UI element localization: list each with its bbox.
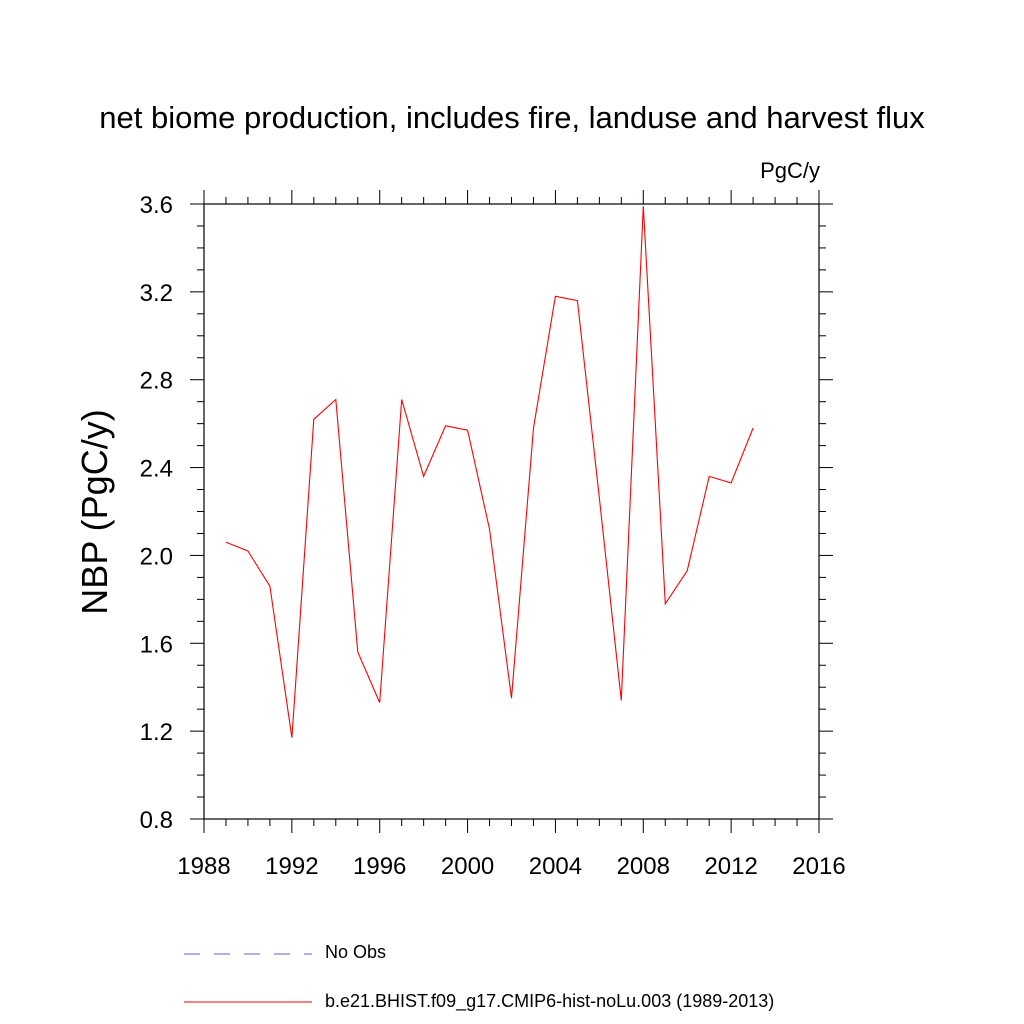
y-tick-label: 2.4 xyxy=(140,456,173,483)
y-tick-label: 0.8 xyxy=(140,807,173,834)
y-tick-label: 2.8 xyxy=(140,368,173,395)
y-tick-label: 1.6 xyxy=(140,631,173,658)
axis-ticks xyxy=(190,190,833,833)
y-tick-label: 3.2 xyxy=(140,280,173,307)
y-tick-label: 2.0 xyxy=(140,543,173,570)
legend-markers xyxy=(184,953,312,1003)
x-tick-label: 1992 xyxy=(265,853,318,880)
x-tick-label: 2012 xyxy=(704,853,757,880)
y-tick-label: 3.6 xyxy=(140,192,173,219)
x-tick-label: 2000 xyxy=(441,853,494,880)
series-line xyxy=(225,206,754,738)
x-tick-label: 2016 xyxy=(792,853,845,880)
legend-label-model-run: b.e21.BHIST.f09_g17.CMIP6-hist-noLu.003 … xyxy=(325,991,775,1011)
x-tick-label: 1996 xyxy=(353,853,406,880)
chart-title: net biome production, includes fire, lan… xyxy=(99,100,925,135)
series-lines xyxy=(225,206,754,738)
y-tick-labels: 0.8 1.2 1.6 2.0 2.4 2.8 3.2 3.6 xyxy=(140,192,173,834)
x-tick-labels: 1988 1992 1996 2000 2004 2008 2012 2016 xyxy=(177,853,845,880)
x-tick-label: 2008 xyxy=(617,853,670,880)
plot-frame xyxy=(203,203,820,820)
x-tick-label: 2004 xyxy=(529,853,582,880)
units-label: PgC/y xyxy=(760,158,820,183)
y-tick-label: 1.2 xyxy=(140,719,173,746)
legend-label-no-obs: No Obs xyxy=(325,942,387,962)
x-tick-label: 1988 xyxy=(177,853,230,880)
